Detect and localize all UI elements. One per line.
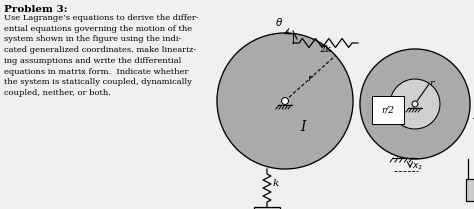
Text: $x_2$: $x_2$: [412, 162, 423, 172]
Text: 2k: 2k: [319, 45, 331, 54]
Text: $\theta$: $\theta$: [275, 16, 283, 28]
Circle shape: [360, 49, 470, 159]
Circle shape: [217, 33, 353, 169]
Text: I: I: [300, 120, 306, 134]
Bar: [254, 207, 280, 209]
Text: Problem 3:: Problem 3:: [4, 5, 67, 14]
Circle shape: [282, 98, 289, 104]
Text: r: r: [307, 74, 312, 83]
Circle shape: [390, 79, 440, 129]
Text: Use Lagrange’s equations to derive the differ-
ential equations governing the mo: Use Lagrange’s equations to derive the d…: [4, 14, 199, 97]
Circle shape: [412, 101, 418, 107]
Text: r/2: r/2: [382, 106, 394, 115]
Text: r: r: [429, 79, 434, 88]
Text: k: k: [273, 179, 279, 188]
Bar: [466, 179, 474, 201]
Text: 2I: 2I: [472, 111, 474, 121]
